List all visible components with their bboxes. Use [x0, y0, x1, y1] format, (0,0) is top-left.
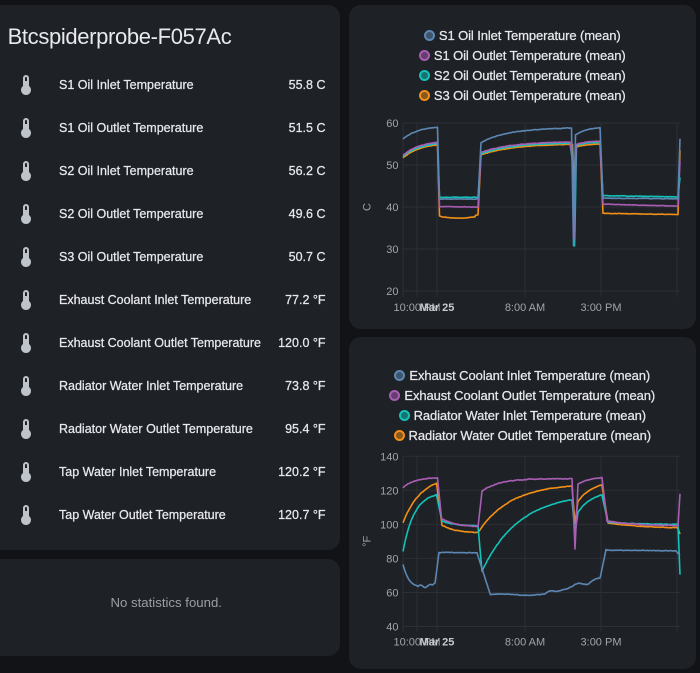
- svg-text:140: 140: [380, 451, 398, 463]
- svg-text:20: 20: [386, 286, 398, 298]
- svg-text:3:00 PM: 3:00 PM: [581, 636, 622, 648]
- svg-text:Mar 25: Mar 25: [420, 636, 455, 648]
- svg-text:40: 40: [386, 202, 398, 214]
- svg-text:60: 60: [386, 587, 398, 599]
- svg-text:°F: °F: [362, 535, 374, 546]
- svg-text:8:00 AM: 8:00 AM: [505, 636, 545, 648]
- svg-text:100: 100: [380, 519, 398, 531]
- svg-text:40: 40: [386, 622, 398, 634]
- svg-text:10:00 PM: 10:00 PM: [393, 636, 440, 648]
- svg-text:30: 30: [386, 244, 398, 256]
- svg-text:8:00 AM: 8:00 AM: [505, 302, 545, 314]
- svg-text:60: 60: [386, 118, 398, 130]
- svg-text:10:00 PM: 10:00 PM: [393, 302, 440, 314]
- svg-text:120: 120: [380, 485, 398, 497]
- svg-text:50: 50: [386, 160, 398, 172]
- svg-text:80: 80: [386, 553, 398, 565]
- svg-text:Mar 25: Mar 25: [420, 302, 455, 314]
- svg-text:C: C: [362, 203, 374, 211]
- svg-text:3:00 PM: 3:00 PM: [581, 302, 622, 314]
